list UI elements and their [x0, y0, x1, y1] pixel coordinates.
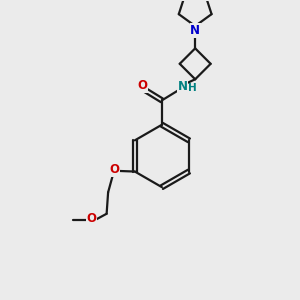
Text: N: N [190, 24, 200, 37]
Text: O: O [137, 79, 147, 92]
Text: H: H [188, 82, 197, 93]
Text: O: O [86, 212, 96, 225]
Text: O: O [110, 163, 120, 176]
Text: N: N [178, 80, 188, 93]
